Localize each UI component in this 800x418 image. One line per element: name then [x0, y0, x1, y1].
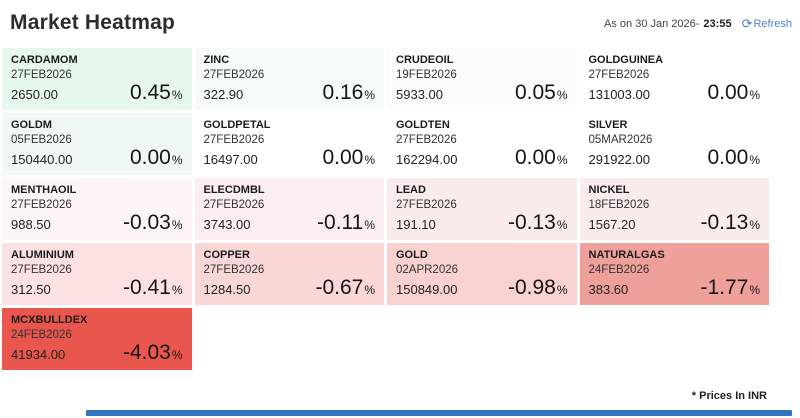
heatmap-tile-mcxbulldex[interactable]: MCXBULLDEX 24FEB2026 41934.00 -4.03% [2, 308, 192, 370]
tile-symbol: LEAD [396, 184, 426, 196]
heatmap-header: Market Heatmap As on 30 Jan 2026- 23:55 … [0, 0, 800, 46]
tile-expiry-date: 27FEB2026 [11, 264, 72, 276]
refresh-icon: ⟳ [741, 16, 753, 31]
tile-price: 312.50 [11, 282, 51, 297]
tile-change-percent: -4.03% [122, 341, 183, 364]
heatmap-tile-goldpetal[interactable]: GOLDPETAL 27FEB2026 16497.00 0.00% [194, 113, 384, 175]
tile-change-percent: 0.05% [514, 81, 568, 104]
tile-price: 16497.00 [203, 152, 258, 167]
tile-expiry-date: 27FEB2026 [11, 69, 72, 81]
heatmap-tile-nickel[interactable]: NICKEL 18FEB2026 1567.20 -0.13% [579, 178, 769, 240]
tile-symbol: SILVER [588, 119, 628, 131]
tile-symbol: GOLDM [11, 119, 52, 131]
tile-price: 150440.00 [11, 152, 73, 167]
tile-change-percent: -0.03% [122, 211, 183, 234]
tile-change-percent: 0.00% [129, 146, 183, 169]
heatmap-tile-gold[interactable]: GOLD 02APR2026 150849.00 -0.98% [387, 243, 577, 305]
tile-change-percent: -0.98% [507, 276, 568, 299]
tile-symbol: MCXBULLDEX [11, 314, 88, 326]
tile-expiry-date: 02APR2026 [396, 264, 459, 276]
tile-price: 2650.00 [11, 87, 58, 102]
heatmap-tile-lead[interactable]: LEAD 27FEB2026 191.10 -0.13% [387, 178, 577, 240]
as-on-text: As on 30 Jan 2026- [604, 17, 700, 30]
tile-expiry-date: 27FEB2026 [588, 69, 650, 81]
tile-change-percent: -0.11% [317, 211, 375, 234]
tile-expiry-date: 19FEB2026 [396, 69, 457, 81]
heatmap-tile-goldten[interactable]: GOLDTEN 27FEB2026 162294.00 0.00% [387, 113, 577, 175]
tile-symbol: CARDAMOM [11, 54, 78, 66]
tile-change-percent: 0.00% [707, 146, 760, 169]
tile-symbol: GOLDPETAL [203, 119, 271, 131]
heatmap-tile-elecdmbl[interactable]: ELECDMBL 27FEB2026 3743.00 -0.11% [194, 178, 384, 240]
tile-expiry-date: 27FEB2026 [396, 199, 457, 211]
tile-expiry-date: 27FEB2026 [203, 199, 265, 211]
heatmap-tile-aluminium[interactable]: ALUMINIUM 27FEB2026 312.50 -0.41% [2, 243, 192, 305]
tile-price: 162294.00 [396, 152, 458, 167]
tile-symbol: COPPER [203, 249, 250, 261]
tile-symbol: MENTHAOIL [11, 184, 77, 196]
tile-symbol: GOLDTEN [396, 119, 450, 131]
tile-symbol: ZINC [203, 54, 230, 66]
tile-change-percent: -0.13% [507, 211, 568, 234]
as-on-time: 23:55 [703, 17, 732, 30]
tile-change-percent: -1.77% [700, 276, 760, 299]
tile-change-percent: 0.45% [129, 81, 183, 104]
tile-price: 383.60 [588, 282, 629, 297]
tile-price: 131003.00 [588, 87, 650, 102]
heatmap-tile-copper[interactable]: COPPER 27FEB2026 1284.50 -0.67% [194, 243, 384, 305]
tile-expiry-date: 27FEB2026 [11, 199, 72, 211]
heatmap-tile-silver[interactable]: SILVER 05MAR2026 291922.00 0.00% [579, 113, 769, 175]
tile-change-percent: 0.00% [514, 146, 568, 169]
heatmap-tile-crudeoil[interactable]: CRUDEOIL 19FEB2026 5933.00 0.05% [387, 48, 577, 110]
heatmap-tile-menthaoil[interactable]: MENTHAOIL 27FEB2026 988.50 -0.03% [2, 178, 192, 240]
tile-price: 1284.50 [203, 282, 251, 297]
tile-expiry-date: 27FEB2026 [203, 264, 265, 276]
tile-symbol: GOLD [396, 249, 428, 261]
tile-expiry-date: 05MAR2026 [588, 134, 653, 146]
tile-expiry-date: 24FEB2026 [11, 329, 72, 341]
tile-symbol: NICKEL [588, 184, 630, 196]
tile-change-percent: 0.16% [322, 81, 375, 104]
tile-symbol: GOLDGUINEA [588, 54, 664, 66]
tile-change-percent: -0.67% [315, 276, 375, 299]
tile-price: 291922.00 [588, 152, 650, 167]
tile-change-percent: -0.41% [122, 276, 183, 299]
tile-price: 3743.00 [203, 217, 251, 232]
page-title: Market Heatmap [10, 11, 176, 34]
tile-expiry-date: 18FEB2026 [588, 199, 650, 211]
heatmap-tile-goldguinea[interactable]: GOLDGUINEA 27FEB2026 131003.00 0.00% [579, 48, 769, 110]
refresh-button[interactable]: ⟳ Refresh [742, 17, 792, 30]
heatmap-tile-cardamom[interactable]: CARDAMOM 27FEB2026 2650.00 0.45% [2, 48, 192, 110]
heatmap-tile-goldm[interactable]: GOLDM 05FEB2026 150440.00 0.00% [2, 113, 192, 175]
tile-symbol: ALUMINIUM [11, 249, 74, 261]
bottom-blue-bar [86, 410, 792, 416]
tile-symbol: CRUDEOIL [396, 54, 454, 66]
tile-price: 322.90 [203, 87, 244, 102]
tile-expiry-date: 24FEB2026 [588, 264, 650, 276]
heatmap-tile-naturalgas[interactable]: NATURALGAS 24FEB2026 383.60 -1.77% [579, 243, 769, 305]
tile-expiry-date: 27FEB2026 [396, 134, 457, 146]
tile-price: 191.10 [396, 217, 436, 232]
tile-change-percent: 0.00% [322, 146, 375, 169]
prices-in-inr-note: * Prices In INR [691, 390, 767, 402]
tile-price: 41934.00 [11, 347, 66, 362]
tile-expiry-date: 27FEB2026 [203, 134, 265, 146]
tile-price: 1567.20 [588, 217, 636, 232]
heatmap-tile-zinc[interactable]: ZINC 27FEB2026 322.90 0.16% [194, 48, 384, 110]
as-on-timestamp: As on 30 Jan 2026- 23:55 ⟳ Refresh [604, 17, 792, 30]
tile-symbol: NATURALGAS [588, 249, 665, 261]
tile-symbol: ELECDMBL [203, 184, 265, 196]
tile-price: 5933.00 [396, 87, 443, 102]
tile-price: 150849.00 [396, 282, 458, 297]
heatmap-grid: CARDAMOM 27FEB2026 2650.00 0.45% ZINC 27… [2, 48, 769, 370]
tile-change-percent: 0.00% [707, 81, 760, 104]
refresh-label: Refresh [753, 17, 792, 30]
tile-change-percent: -0.13% [700, 211, 760, 234]
tile-price: 988.50 [11, 217, 51, 232]
tile-expiry-date: 27FEB2026 [203, 69, 265, 81]
tile-expiry-date: 05FEB2026 [11, 134, 72, 146]
